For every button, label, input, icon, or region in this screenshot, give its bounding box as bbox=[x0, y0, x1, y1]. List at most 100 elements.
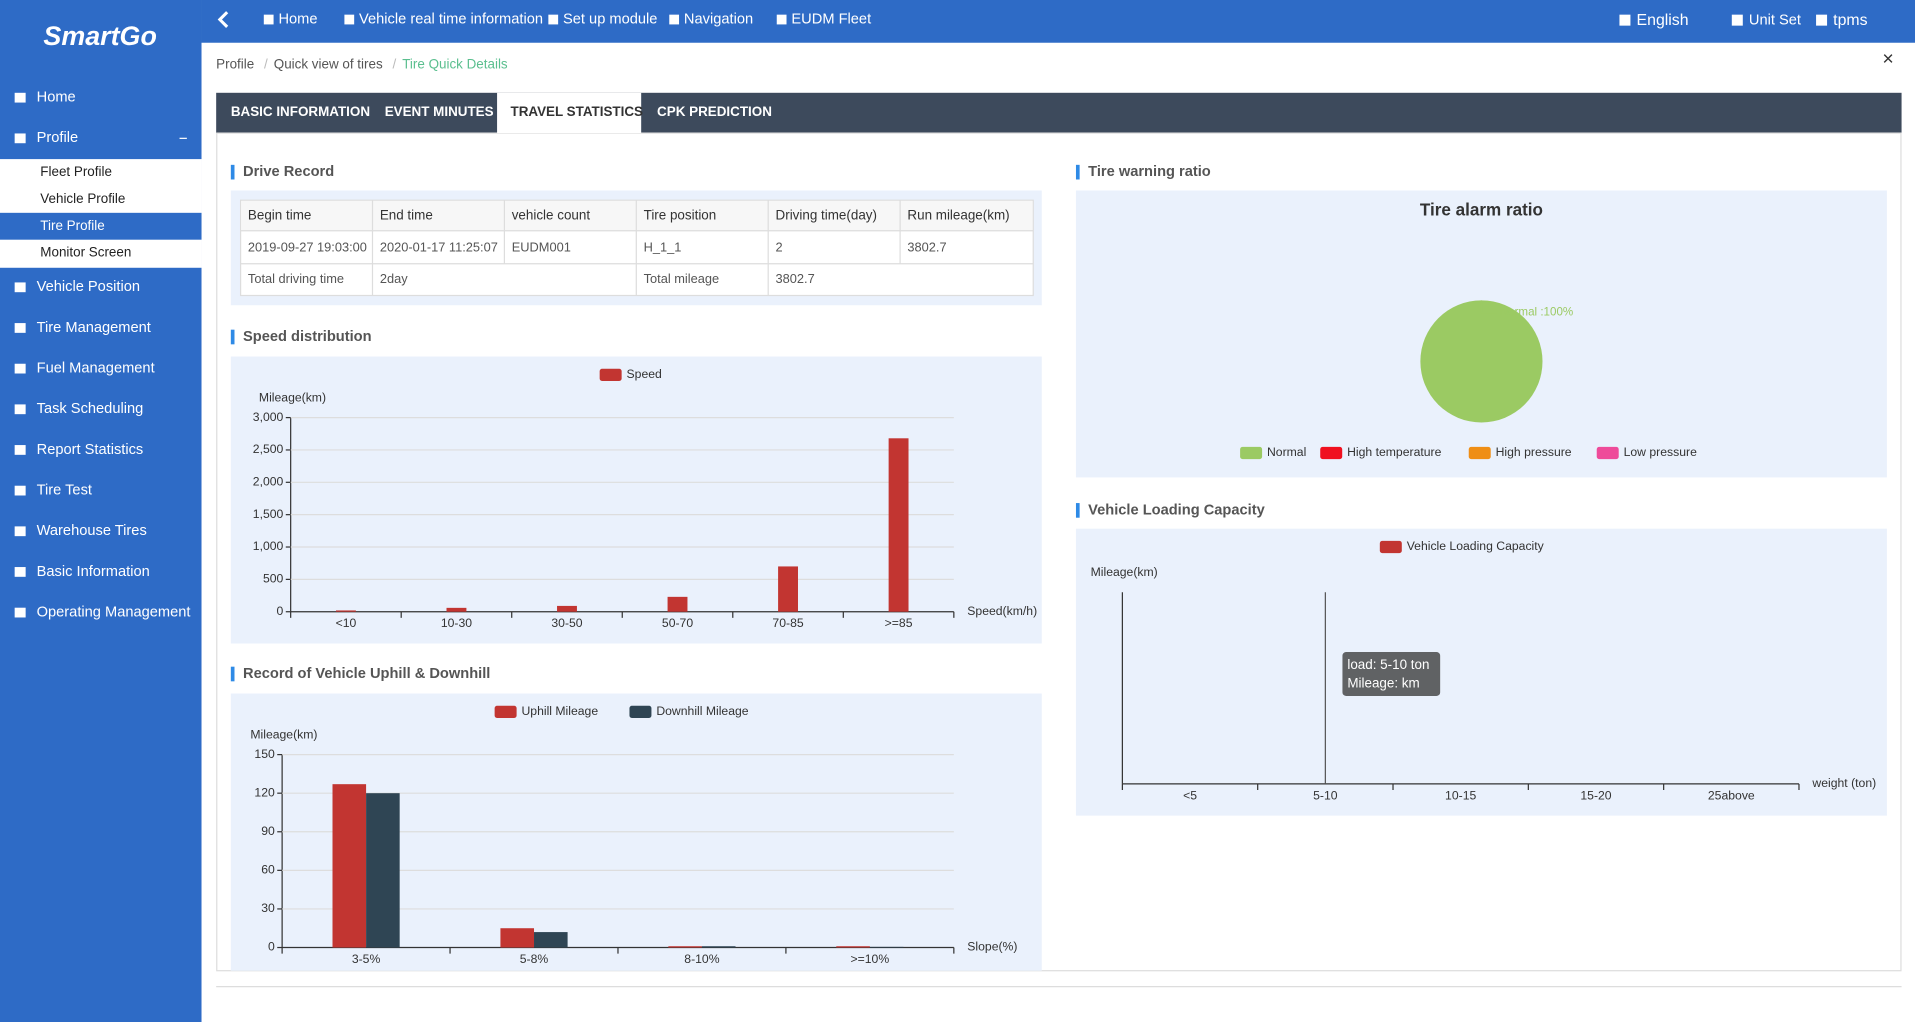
menu-item[interactable]: Basic Information bbox=[37, 564, 150, 580]
legend-label[interactable]: Low pressure bbox=[1624, 445, 1697, 459]
legend-swatch[interactable] bbox=[629, 705, 652, 718]
legend-label[interactable]: Downhill Mileage bbox=[656, 704, 748, 718]
menu-item[interactable]: Warehouse Tires bbox=[37, 523, 147, 539]
nav-icon bbox=[669, 14, 680, 25]
x-tick-label: 5-8% bbox=[520, 952, 549, 966]
legend-swatch[interactable] bbox=[1240, 446, 1263, 460]
close-icon[interactable]: × bbox=[1882, 48, 1893, 70]
bar bbox=[869, 946, 904, 948]
nav-right[interactable]: Unit Set bbox=[1749, 13, 1801, 29]
menu-item[interactable]: Profile bbox=[37, 130, 79, 146]
submenu-item[interactable]: Fleet Profile bbox=[40, 164, 112, 179]
menu-item[interactable]: Tire Management bbox=[37, 320, 151, 336]
chart-bg bbox=[230, 356, 1042, 644]
menu-icon bbox=[14, 323, 26, 333]
legend-label[interactable]: Vehicle Loading Capacity bbox=[1407, 539, 1545, 553]
legend-swatch[interactable] bbox=[1468, 446, 1491, 460]
nav-icon bbox=[776, 14, 787, 25]
menu-icon bbox=[14, 526, 26, 537]
legend-label[interactable]: Speed bbox=[627, 367, 662, 381]
bar bbox=[332, 784, 367, 948]
legend-swatch[interactable] bbox=[1596, 446, 1619, 460]
label-line bbox=[1480, 300, 1498, 314]
submenu-item[interactable]: Monitor Screen bbox=[40, 245, 131, 260]
x-tick-label: 70-85 bbox=[772, 616, 803, 630]
legend-swatch[interactable] bbox=[599, 368, 622, 381]
tab[interactable]: CPK PREDICTION bbox=[657, 104, 772, 119]
menu-item[interactable]: Home bbox=[37, 90, 76, 106]
heading-bar bbox=[1075, 164, 1080, 180]
menu-icon bbox=[14, 607, 26, 618]
nav-item[interactable]: EUDM Fleet bbox=[791, 11, 871, 27]
x-axis-label: Slope(%) bbox=[967, 940, 1017, 954]
table-cell: 2 bbox=[776, 239, 783, 254]
nav-right[interactable]: tpms bbox=[1833, 12, 1867, 29]
submenu-item[interactable]: Vehicle Profile bbox=[40, 191, 125, 206]
bar bbox=[888, 438, 909, 612]
breadcrumb-item[interactable]: Profile bbox=[216, 56, 254, 71]
menu-icon bbox=[14, 92, 26, 103]
y-tick-label: 120 bbox=[254, 785, 275, 799]
bar bbox=[534, 932, 568, 948]
x-tick-label: 25above bbox=[1708, 788, 1755, 802]
menu-item[interactable]: Report Statistics bbox=[37, 442, 144, 458]
x-tick-label: 8-10% bbox=[684, 952, 719, 966]
menu-item[interactable]: Fuel Management bbox=[37, 361, 155, 377]
x-tick-label: <5 bbox=[1183, 788, 1197, 802]
nav-item[interactable]: Set up module bbox=[563, 11, 657, 27]
nav-icon bbox=[263, 14, 274, 25]
breadcrumb-sep: / bbox=[264, 56, 268, 71]
heading-bar bbox=[230, 329, 235, 345]
y-tick-label: 30 bbox=[261, 901, 275, 915]
section-heading: Drive Record bbox=[243, 164, 334, 180]
y-tick-label: 60 bbox=[261, 863, 275, 877]
y-axis-label: Mileage(km) bbox=[259, 390, 326, 404]
table-header-cell: Driving time(day) bbox=[776, 208, 877, 223]
y-tick-label: 150 bbox=[254, 747, 275, 761]
tab[interactable]: BASIC INFORMATION bbox=[231, 104, 370, 119]
legend-label[interactable]: Uphill Mileage bbox=[521, 704, 598, 718]
legend-label[interactable]: Normal bbox=[1267, 445, 1306, 459]
legend-swatch[interactable] bbox=[1379, 540, 1402, 554]
bar bbox=[335, 610, 356, 612]
back-button[interactable] bbox=[217, 11, 229, 28]
sidebar bbox=[0, 0, 202, 1022]
y-axis-label: Mileage(km) bbox=[250, 727, 317, 741]
tab[interactable]: EVENT MINUTES bbox=[385, 104, 494, 119]
bar bbox=[701, 946, 736, 948]
section-heading: Record of Vehicle Uphill & Downhill bbox=[243, 666, 490, 682]
bar bbox=[668, 946, 702, 948]
legend-label[interactable]: High temperature bbox=[1347, 445, 1442, 459]
nav-item[interactable]: Home bbox=[278, 11, 317, 27]
bar bbox=[500, 928, 535, 948]
tab[interactable]: TRAVEL STATISTICS bbox=[511, 104, 644, 119]
nav-icon bbox=[1731, 14, 1743, 26]
pie-slice bbox=[1420, 300, 1543, 423]
nav-item[interactable]: Navigation bbox=[684, 11, 753, 27]
heading-bar bbox=[1075, 503, 1080, 518]
tooltip-text: Mileage: km bbox=[1347, 675, 1419, 690]
submenu-item[interactable]: Tire Profile bbox=[40, 218, 104, 233]
table-cell: Total mileage bbox=[644, 271, 720, 286]
breadcrumb-item[interactable]: Quick view of tires bbox=[274, 56, 383, 71]
menu-item[interactable]: Vehicle Position bbox=[37, 279, 140, 295]
nav-item[interactable]: Vehicle real time information bbox=[359, 11, 543, 27]
heading-bar bbox=[230, 666, 235, 682]
menu-item[interactable]: Operating Management bbox=[37, 604, 191, 620]
tooltip-text: load: 5-10 ton bbox=[1347, 657, 1429, 672]
nav-right[interactable]: English bbox=[1637, 12, 1689, 29]
menu-item[interactable]: Tire Test bbox=[37, 482, 92, 498]
y-tick-label: 0 bbox=[268, 940, 275, 954]
menu-item[interactable]: Task Scheduling bbox=[37, 401, 144, 417]
table-cell: Total driving time bbox=[248, 271, 344, 286]
nav-icon bbox=[1619, 14, 1631, 26]
menu-icon bbox=[14, 363, 26, 374]
legend-label[interactable]: High pressure bbox=[1496, 445, 1572, 459]
menu-icon bbox=[14, 404, 26, 415]
legend-swatch[interactable] bbox=[494, 705, 517, 718]
bar bbox=[778, 566, 798, 612]
legend-swatch[interactable] bbox=[1320, 446, 1343, 460]
table-header-cell: Begin time bbox=[248, 208, 311, 223]
bar bbox=[366, 793, 400, 948]
